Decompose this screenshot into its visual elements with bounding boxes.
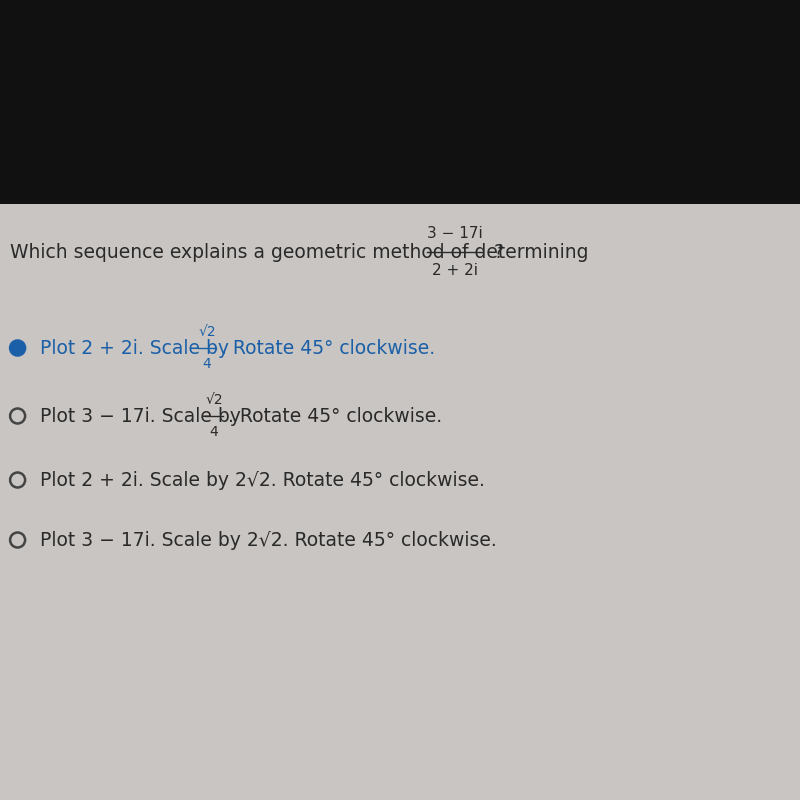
Text: 4: 4 [210,425,218,439]
Text: Plot 3 − 17i. Scale by: Plot 3 − 17i. Scale by [40,406,246,426]
Text: 2 + 2i: 2 + 2i [432,263,478,278]
Text: 3 − 17i: 3 − 17i [427,226,483,241]
Text: Plot 2 + 2i. Scale by: Plot 2 + 2i. Scale by [40,338,234,358]
Text: √2: √2 [206,393,223,407]
Text: . Rotate 45° clockwise.: . Rotate 45° clockwise. [228,406,442,426]
Text: Which sequence explains a geometric method of determining: Which sequence explains a geometric meth… [10,242,594,262]
Text: Plot 3 − 17i. Scale by 2√2. Rotate 45° clockwise.: Plot 3 − 17i. Scale by 2√2. Rotate 45° c… [40,530,496,550]
Text: . Rotate 45° clockwise.: . Rotate 45° clockwise. [221,338,435,358]
Text: √2: √2 [198,325,216,339]
Text: Plot 2 + 2i. Scale by 2√2. Rotate 45° clockwise.: Plot 2 + 2i. Scale by 2√2. Rotate 45° cl… [40,470,485,490]
Text: 4: 4 [202,357,211,371]
Text: ?: ? [488,242,504,262]
Circle shape [10,341,25,355]
